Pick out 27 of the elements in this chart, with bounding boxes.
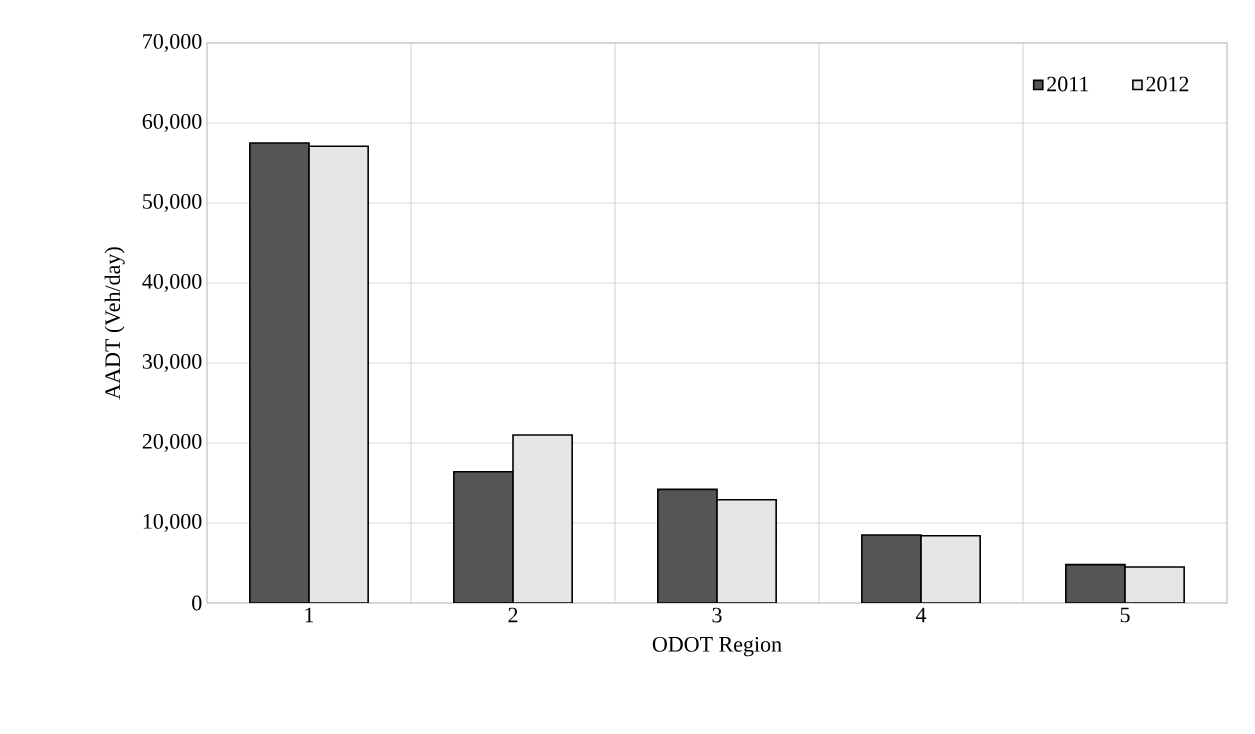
x-tick-label: 4 [915, 607, 927, 623]
bar [453, 470, 514, 603]
bar [1065, 563, 1126, 603]
bar [512, 434, 573, 603]
x-tick-label: 2 [508, 607, 518, 623]
y-tick-label: 20,000 [142, 433, 202, 452]
y-tick-label: 60,000 [142, 113, 202, 132]
x-tick-label: 1 [305, 607, 314, 623]
bar [249, 142, 310, 603]
bar [920, 534, 981, 603]
bar [861, 534, 922, 603]
bar [308, 145, 369, 603]
y-tick-label: 30,000 [142, 353, 202, 372]
legend-label: 2012 [1146, 76, 1189, 92]
bar [1124, 566, 1185, 603]
legend-label: 2011 [1047, 76, 1089, 92]
y-axis-title: AADT (Veh/day) [104, 247, 125, 400]
y-tick-label: 70,000 [143, 33, 202, 53]
bar [657, 488, 718, 603]
y-tick-label: 50,000 [143, 193, 202, 212]
y-tick-label: 40,000 [142, 273, 202, 292]
y-tick-label: 0 [192, 595, 202, 611]
x-axis-title: ODOT Region [652, 636, 782, 657]
bar [716, 498, 777, 603]
x-tick-label: 3 [712, 607, 722, 623]
y-tick-label: 10,000 [143, 513, 202, 532]
x-tick-label: 5 [1120, 607, 1130, 623]
